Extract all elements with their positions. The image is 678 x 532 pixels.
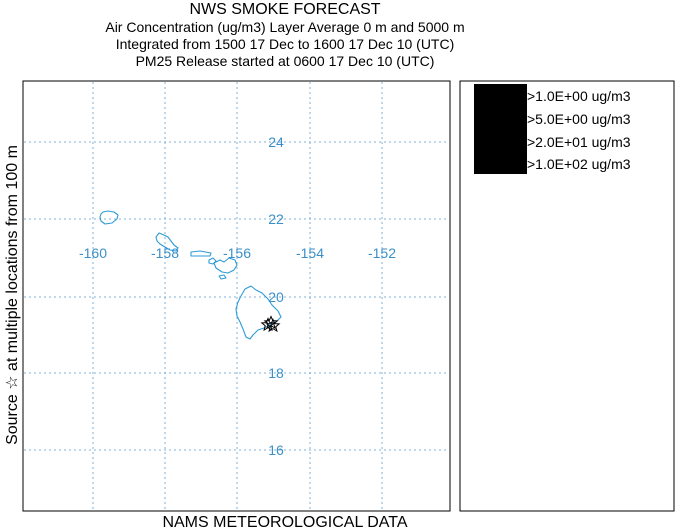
legend-swatch-2	[474, 106, 527, 129]
legend-label-3: >2.0E+01 ug/m3	[527, 134, 631, 150]
legend-swatch-3	[474, 129, 527, 152]
legend-swatch-1	[474, 84, 527, 106]
chart-title: NWS SMOKE FORECAST	[189, 1, 381, 18]
lat-label-18: 18	[268, 365, 284, 381]
lon-label-160: -160	[79, 245, 107, 261]
legend-swatches	[474, 84, 527, 174]
lon-label-156: -156	[223, 245, 251, 261]
lat-label-20: 20	[268, 289, 284, 305]
star-icon	[260, 317, 276, 332]
subtitle-release: PM25 Release started at 0600 17 Dec 10 (…	[135, 53, 435, 69]
big-island	[235, 285, 282, 340]
source-marker-group	[260, 315, 281, 333]
lat-label-24: 24	[268, 134, 284, 150]
longitude-gridlines	[92, 82, 383, 510]
map-frame	[22, 80, 451, 512]
subtitle-integration: Integrated from 1500 17 Dec to 1600 17 D…	[115, 36, 455, 52]
kahoolawe-island	[218, 274, 227, 280]
meteorological-data-label: NAMS METEOROLOGICAL DATA	[162, 514, 408, 531]
lon-label-158: -158	[151, 245, 179, 261]
header: NWS SMOKE FORECAST Air Concentration (ug…	[0, 0, 570, 70]
lat-label-22: 22	[268, 211, 284, 227]
latitude-gridlines	[24, 141, 449, 451]
lon-label-152: -152	[368, 245, 396, 261]
oahu-island	[155, 232, 179, 252]
lon-label-154: -154	[296, 245, 324, 261]
legend-label-2: >5.0E+00 ug/m3	[527, 111, 631, 127]
legend-frame	[459, 80, 675, 512]
legend-label-4: >1.0E+02 ug/m3	[527, 156, 631, 172]
maui-island	[213, 257, 238, 274]
star-icon	[265, 318, 281, 333]
legend-label-1: >1.0E+00 ug/m3	[527, 88, 631, 104]
subtitle-concentration: Air Concentration (ug/m3) Layer Average …	[105, 19, 465, 35]
kauai-island	[99, 210, 119, 225]
molokai-island	[190, 250, 212, 257]
lat-label-16: 16	[268, 442, 284, 458]
legend-swatch-4	[474, 152, 527, 174]
